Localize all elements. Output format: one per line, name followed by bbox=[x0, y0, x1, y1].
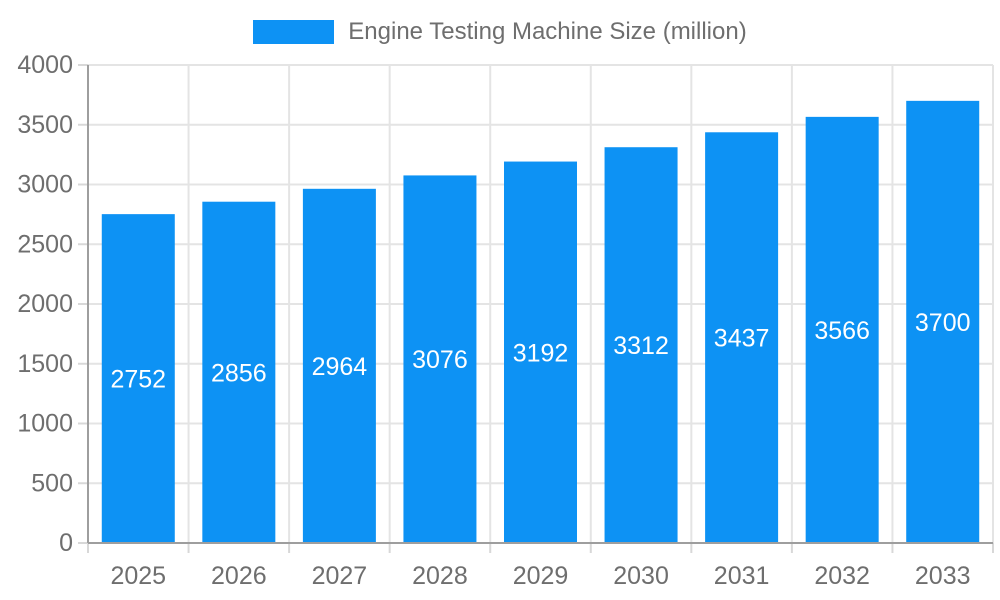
y-tick-label: 2000 bbox=[17, 290, 73, 318]
x-tick-label: 2032 bbox=[814, 562, 870, 590]
bar bbox=[805, 116, 879, 543]
x-tick-label: 2030 bbox=[613, 562, 669, 590]
y-tick-label: 0 bbox=[59, 529, 73, 557]
x-tick-label: 2033 bbox=[915, 562, 971, 590]
bar bbox=[705, 132, 779, 543]
y-tick-label: 2500 bbox=[17, 230, 73, 258]
y-tick-label: 3500 bbox=[17, 111, 73, 139]
bar-value-label: 3566 bbox=[814, 317, 870, 345]
bar bbox=[403, 175, 477, 543]
bar-value-label: 3312 bbox=[613, 332, 669, 360]
y-tick-label: 3000 bbox=[17, 171, 73, 199]
x-tick-label: 2026 bbox=[211, 562, 267, 590]
legend-swatch[interactable] bbox=[253, 20, 335, 44]
bar-value-label: 3076 bbox=[412, 346, 468, 374]
bar-value-label: 3700 bbox=[915, 309, 971, 337]
bar bbox=[302, 188, 376, 543]
x-tick-label: 2027 bbox=[312, 562, 368, 590]
bar-value-label: 3192 bbox=[513, 339, 569, 367]
bar bbox=[906, 100, 980, 543]
bar-value-label: 2964 bbox=[312, 353, 368, 381]
bar-value-label: 3437 bbox=[714, 325, 770, 353]
bar bbox=[202, 201, 276, 543]
x-tick-label: 2029 bbox=[513, 562, 569, 590]
chart-legend[interactable]: Engine Testing Machine Size (million) bbox=[0, 18, 1000, 46]
bar-value-label: 2752 bbox=[110, 366, 166, 394]
bar bbox=[101, 214, 175, 544]
bar bbox=[604, 147, 678, 543]
x-tick-label: 2025 bbox=[110, 562, 166, 590]
x-tick-label: 2031 bbox=[714, 562, 770, 590]
bar-value-label: 2856 bbox=[211, 359, 267, 387]
y-tick-label: 1500 bbox=[17, 350, 73, 378]
axes bbox=[78, 64, 994, 553]
y-tick-label: 500 bbox=[31, 469, 73, 497]
legend-label[interactable]: Engine Testing Machine Size (million) bbox=[348, 18, 747, 45]
y-tick-label: 1000 bbox=[17, 410, 73, 438]
axis-labels: 0 500 1000 1500 2000 2500 3000 3500 4000 2025 2026… bbox=[17, 51, 970, 590]
bars: 2752 2856 2964 3076 3192 3312 3437 3566 3700 bbox=[101, 100, 980, 544]
bar bbox=[504, 161, 577, 543]
x-tick-label: 2028 bbox=[412, 562, 468, 590]
y-tick-label: 4000 bbox=[17, 51, 73, 79]
